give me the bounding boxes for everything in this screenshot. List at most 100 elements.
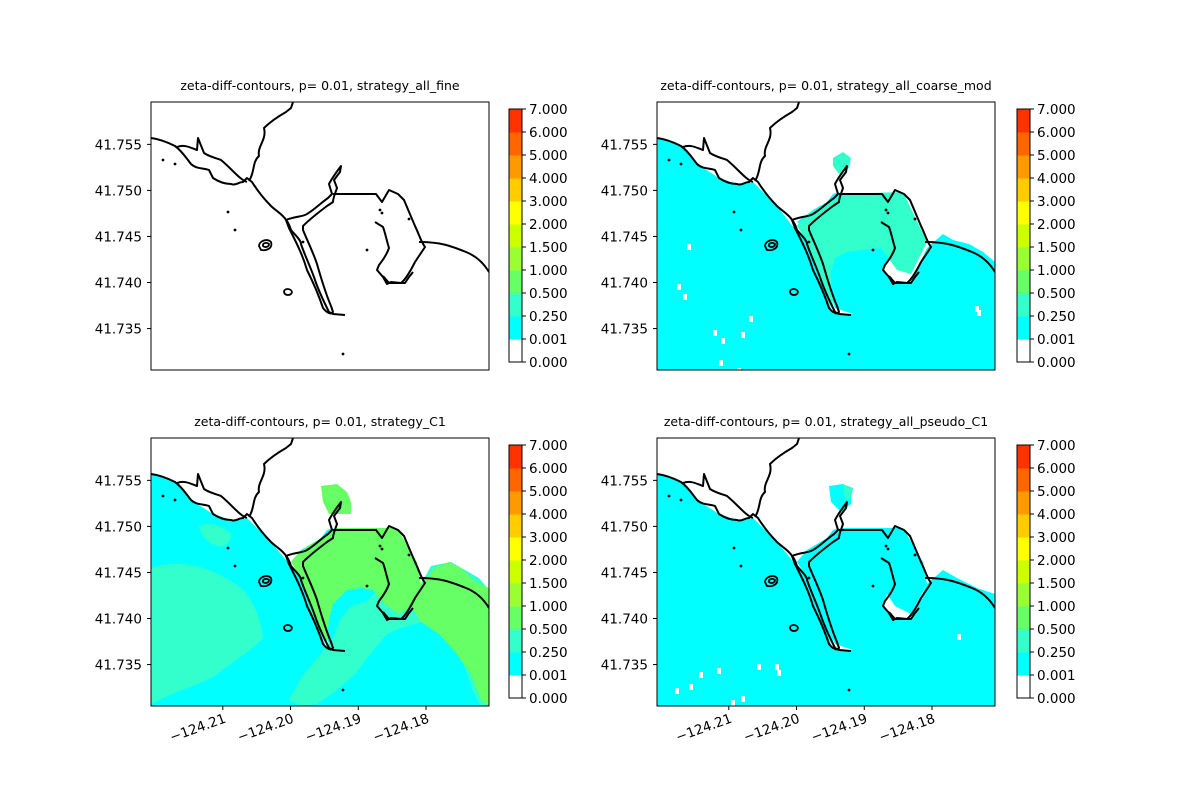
dry-cell [677,284,681,290]
colorbar-bin [509,468,522,492]
islet [886,547,890,551]
island [258,239,273,252]
dry-cell [749,316,753,322]
coastline [418,241,489,273]
y-tick-label: 41.740 [95,276,142,292]
islet [173,162,177,166]
colorbar-frame [508,444,523,699]
coastline [333,189,426,285]
colorbar-bin [509,560,522,584]
islet [807,240,811,244]
dry-cell [675,688,679,694]
y-tick-label: 41.750 [95,183,142,199]
x-tick-label: −124.19 [809,711,870,746]
islet [226,546,230,550]
colorbar-bin [1017,652,1030,676]
colorbar-bin [509,224,522,248]
islet [233,564,237,568]
colorbar-tick-label: 0.250 [1037,309,1076,325]
colorbar-bin [509,178,522,202]
island [768,578,776,584]
island [764,239,779,252]
islet [226,210,230,214]
fill-aqua-top [843,484,853,500]
islet [378,208,382,212]
colorbar-tick-label: 2.000 [1037,217,1076,233]
y-tick-label: 41.735 [95,322,142,338]
colorbar-tick-label: 5.000 [1037,484,1076,500]
y-tick-label: 41.740 [95,612,142,628]
colorbar-bin [509,339,522,363]
fill-cyan-inner [797,528,927,642]
islet [679,162,683,166]
island [283,624,293,632]
coastline [682,473,754,519]
colorbar: 0.000 0.001 0.250 0.500 1.000 1.500 2.000 3.000… [508,438,568,707]
colorbar-bin [1017,514,1030,538]
colorbar-bin [1017,560,1030,584]
coastline [924,241,995,273]
dry-cell [689,684,693,690]
islet [407,553,411,557]
islet [732,210,736,214]
colorbar-bin [1017,445,1030,469]
islet [847,688,851,692]
fill-green-left [151,563,263,704]
colorbar-tick-label: 0.500 [1037,286,1076,302]
colorbar-bin [1017,247,1030,271]
y-tick-label: 41.755 [601,473,648,489]
colorbar-tick-label: 7.000 [529,102,568,118]
dry-cell [737,368,741,370]
panel-title: zeta-diff-contours, p= 0.01, strategy_al… [180,78,460,93]
panel-1: zeta-diff-contours, p= 0.01, strategy_al… [95,78,568,371]
coastline [754,102,800,182]
colorbar-bin [1017,316,1030,340]
colorbar-tick-label: 1.500 [1037,576,1076,592]
panel-title: zeta-diff-contours, p= 0.01, strategy_al… [664,414,988,429]
colorbar-bin [509,675,522,699]
colorbar-bin [1017,109,1030,133]
coastline [682,137,754,183]
colorbar-tick-label: 1.000 [529,599,568,615]
colorbar-tick-label: 7.000 [529,438,568,454]
colorbar-bin [509,606,522,630]
colorbar-bin [509,293,522,317]
dry-cell [687,244,691,250]
panel-3: zeta-diff-contours, p= 0.01, strategy_C1… [95,414,568,746]
colorbar-bin [1017,583,1030,607]
dry-cell [975,306,979,312]
colorbar-tick-label: 1.500 [529,576,568,592]
y-tick-label: 41.745 [601,565,648,581]
fill-light-green-right [411,562,489,706]
islet [380,547,384,551]
colorbar-tick-label: 5.000 [1037,148,1076,164]
panel-title: zeta-diff-contours, p= 0.01, strategy_al… [660,78,991,93]
colorbar-frame [1016,108,1031,363]
colorbar-tick-label: 0.250 [529,309,568,325]
colorbar-bin [509,316,522,340]
colorbar-bin [509,629,522,653]
x-tick-label: −124.18 [877,711,938,746]
colorbar-tick-label: 0.000 [529,355,568,371]
islet [732,546,736,550]
x-tick-label: −124.21 [168,711,229,746]
colorbar-bin [1017,537,1030,561]
colorbar-tick-label: 6.000 [529,125,568,141]
coastline [924,577,995,609]
island [262,578,270,584]
colorbar-tick-label: 2.000 [529,217,568,233]
colorbar-bin [1017,468,1030,492]
y-tick-label: 41.735 [601,658,648,674]
x-tick-label: −124.18 [371,711,432,746]
islet [301,240,305,244]
y-tick-label: 41.740 [601,612,648,628]
colorbar-frame [1016,444,1031,699]
islet [173,498,177,502]
islet [913,217,917,221]
dry-cell [699,672,703,678]
fill-light-green [291,528,421,642]
islet [341,352,345,356]
x-tick-label: −124.20 [235,711,296,746]
colorbar-tick-label: 0.001 [1037,332,1076,348]
